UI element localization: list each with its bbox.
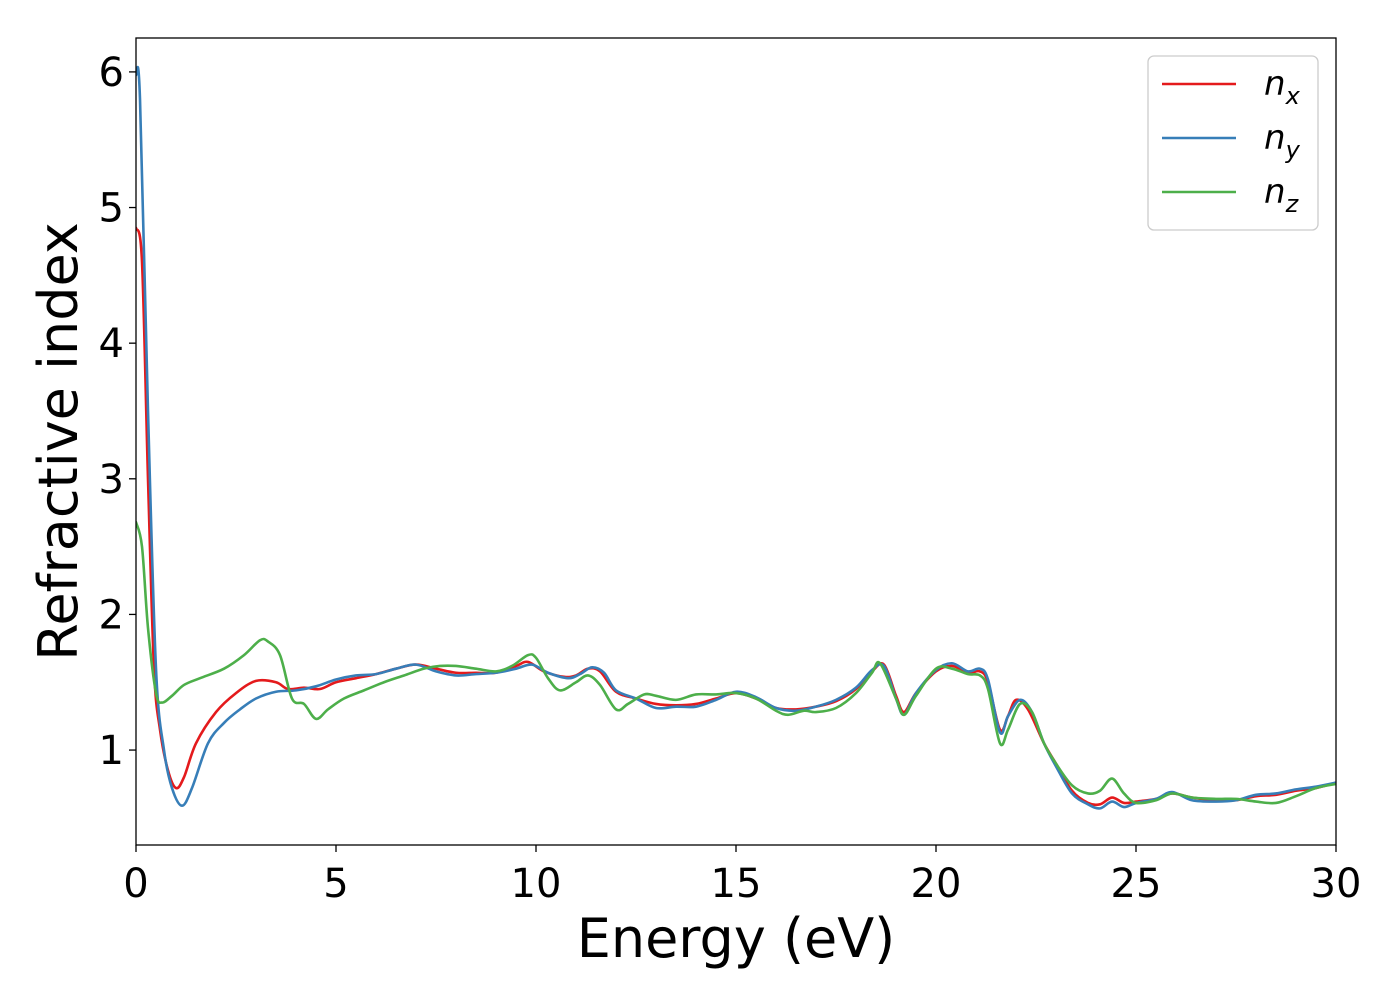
y-axis-label: Refractive index	[27, 222, 90, 661]
series-line-ny	[136, 66, 1336, 810]
x-tick-label: 5	[323, 861, 348, 907]
legend-label-ny: ny	[1264, 118, 1301, 164]
legend: nx ny nz	[1147, 55, 1319, 231]
y-tick-label: 4	[99, 321, 124, 367]
x-tick-label: 10	[511, 861, 562, 907]
series-layer	[136, 66, 1336, 810]
y-tick-label: 3	[99, 457, 124, 503]
legend-label-nz: nz	[1264, 172, 1300, 218]
y-tick-label: 1	[99, 728, 124, 774]
y-axis-ticks: 1 2 3 4 5 6	[99, 50, 136, 774]
x-axis-label: Energy (eV)	[577, 907, 896, 970]
x-axis-ticks: 0 5 10 15 20 25 30	[123, 845, 1361, 907]
y-tick-label: 6	[99, 50, 124, 96]
y-tick-label: 5	[99, 186, 124, 232]
series-line-nz	[136, 520, 1336, 805]
x-tick-label: 25	[1111, 861, 1162, 907]
plot-frame	[135, 37, 1337, 846]
y-tick-label: 2	[99, 592, 124, 638]
x-tick-label: 15	[711, 861, 762, 907]
x-tick-label: 20	[911, 861, 962, 907]
legend-label-nx: nx	[1264, 64, 1301, 110]
x-tick-label: 0	[123, 861, 148, 907]
legend-box	[1147, 55, 1319, 231]
x-tick-label: 30	[1311, 861, 1362, 907]
